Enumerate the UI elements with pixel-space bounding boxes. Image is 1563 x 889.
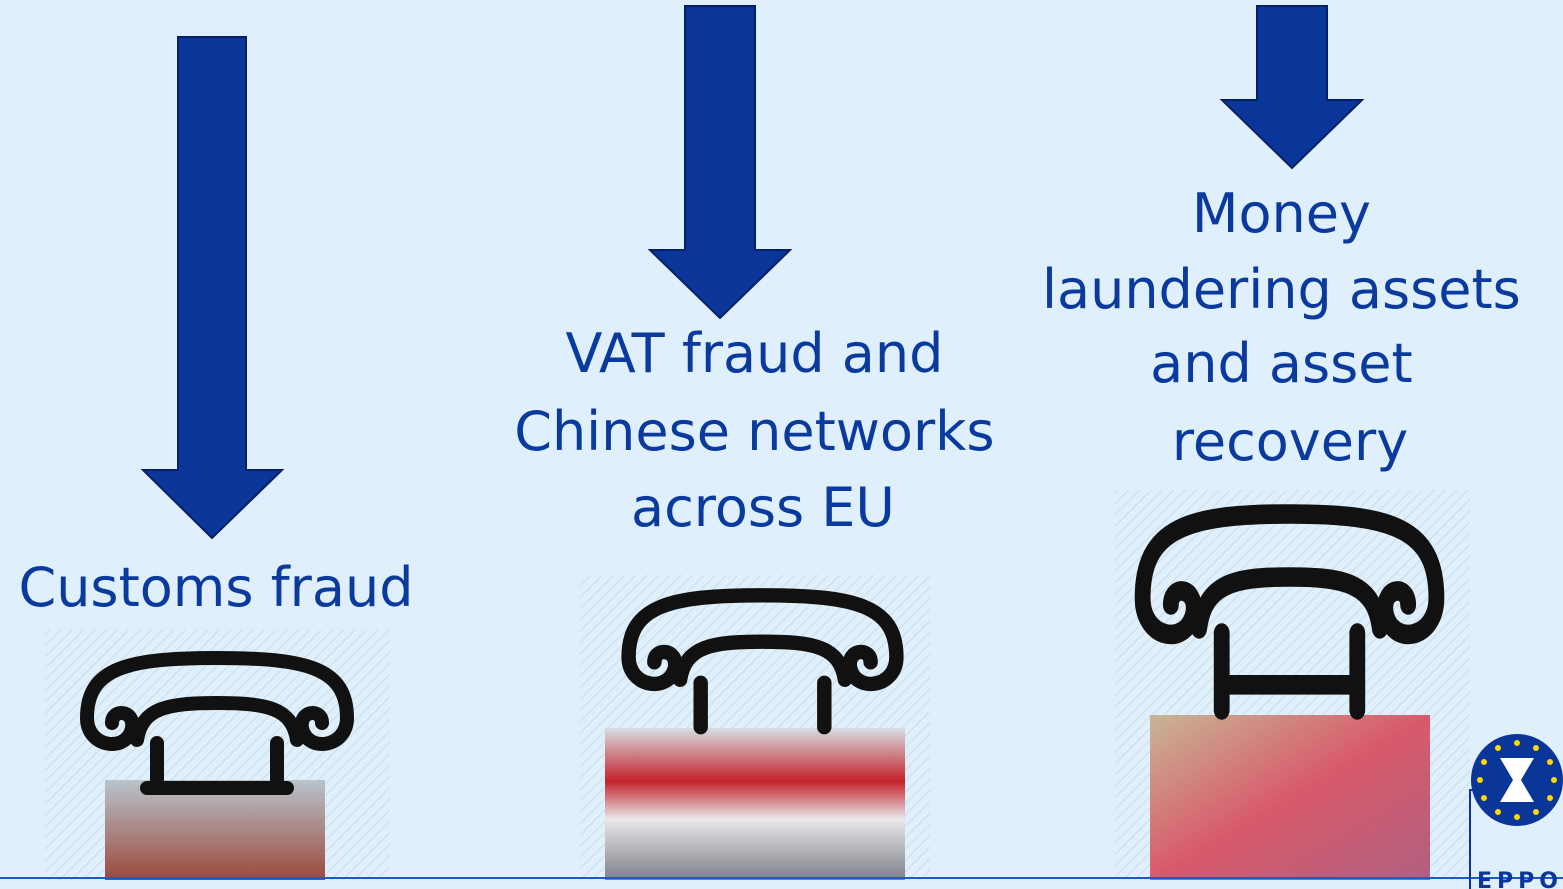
logo-hourglass — [1500, 758, 1534, 802]
photo-shopping-center — [605, 728, 905, 880]
column-capital — [1134, 504, 1445, 720]
logo-text: EPPO — [1477, 869, 1563, 889]
column-capital — [621, 588, 904, 735]
pillar-label: VAT fraud and Chinese networks across EU — [514, 322, 1012, 539]
arrow — [647, 5, 793, 320]
arrow — [140, 36, 285, 540]
arrow — [1219, 5, 1365, 170]
pillar-label: Customs fraud — [19, 556, 414, 619]
photo-containers — [105, 780, 325, 880]
logo-bracket — [1469, 789, 1480, 889]
photo-banknotes — [1150, 715, 1430, 880]
logo-stars — [1477, 740, 1557, 820]
column-capital — [80, 650, 355, 795]
pillar-label: Money laundering assets and asset recove… — [1042, 182, 1538, 473]
